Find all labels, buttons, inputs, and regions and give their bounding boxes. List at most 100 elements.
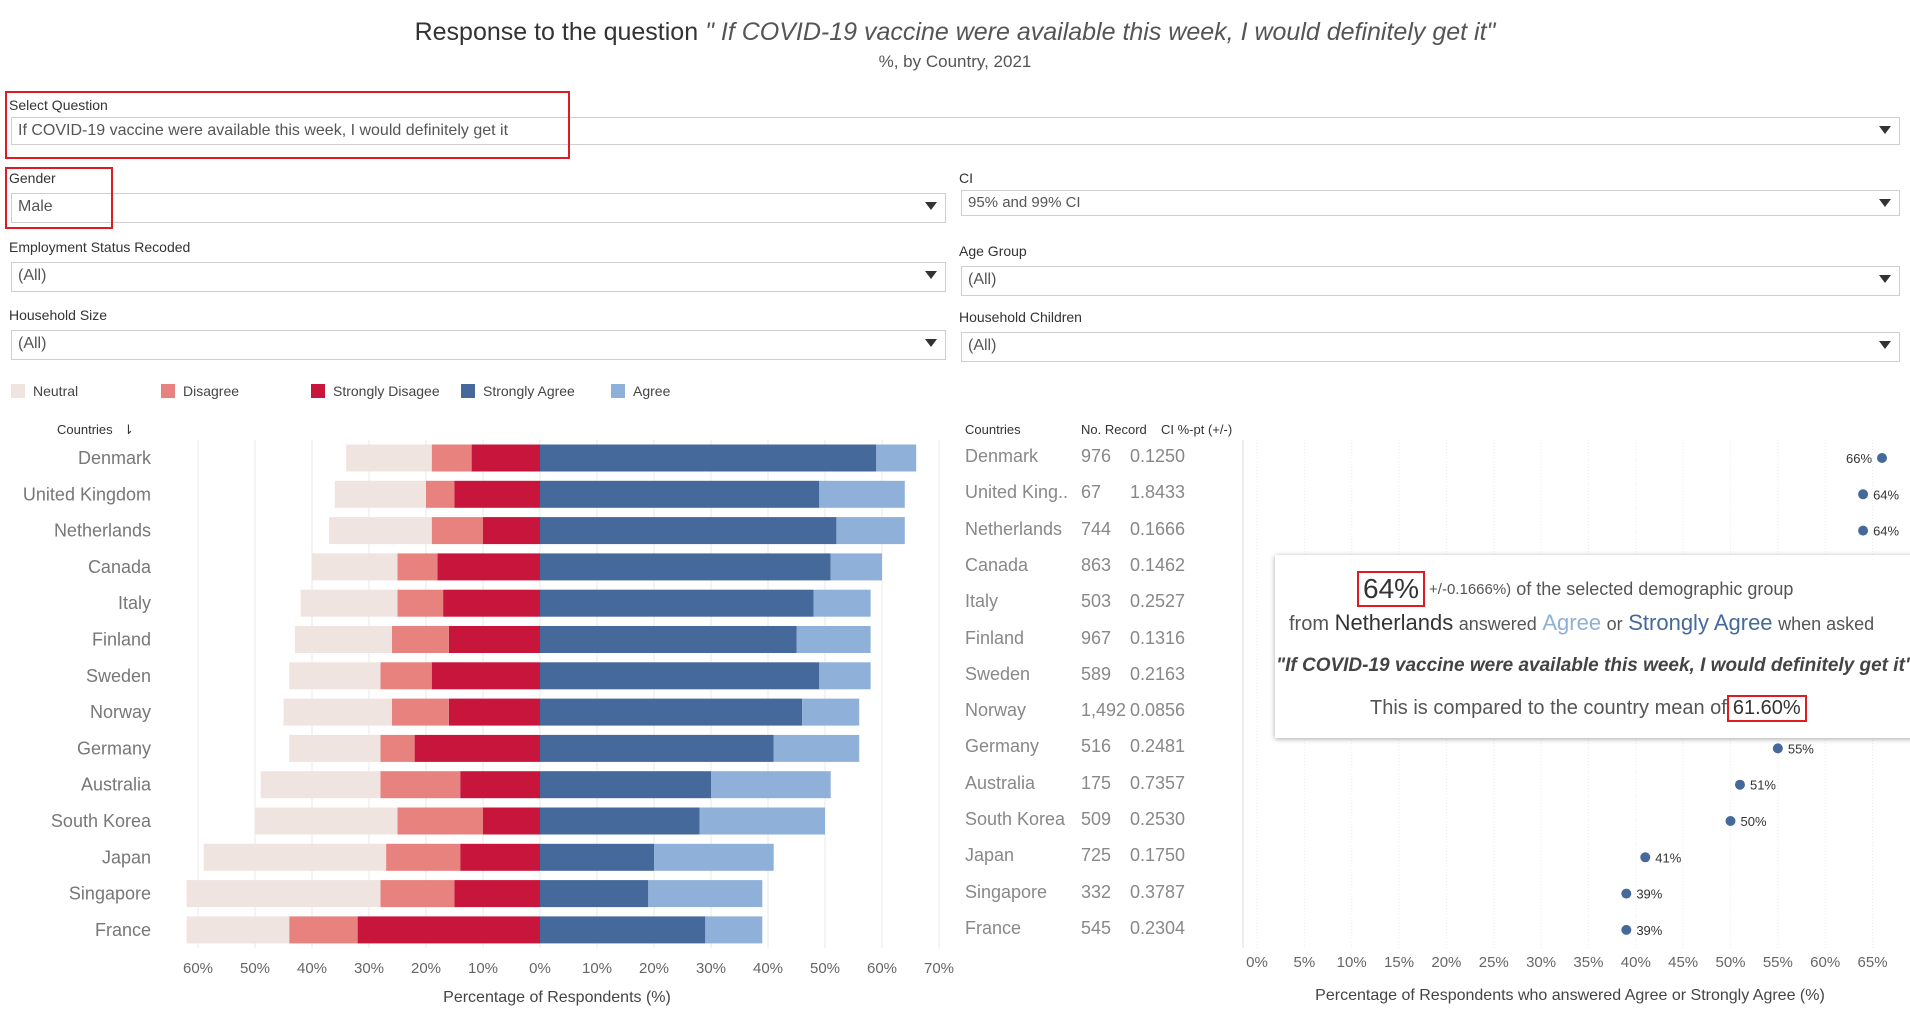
- data-label: 64%: [1873, 524, 1899, 539]
- bar-segment-strongly-disagee: [454, 480, 540, 508]
- dot-x-axis-title: Percentage of Respondents who answered A…: [1315, 987, 1825, 1004]
- bar-segment-agree: [813, 589, 871, 617]
- table-cell-country: Canada: [965, 554, 1029, 575]
- ci-dropdown[interactable]: 95% and 99% CI: [961, 190, 1900, 216]
- bar-segment-strongly-agree: [540, 771, 711, 799]
- bar-segment-neutral: [329, 517, 432, 545]
- tooltip-line-4: This is compared to the country mean of …: [1370, 695, 1807, 722]
- bar-segment-agree: [819, 480, 905, 508]
- table-header-countries: Countries: [965, 422, 1021, 437]
- bar-segment-disagree: [289, 916, 358, 944]
- legend-disagree[interactable]: Disagree: [161, 383, 239, 399]
- bar-segment-strongly-agree: [540, 589, 814, 617]
- age-group-label: Age Group: [959, 243, 1027, 259]
- bar-segment-strongly-agree: [540, 517, 837, 545]
- bar-segment-disagree: [397, 589, 444, 617]
- bar-segment-agree: [705, 916, 763, 944]
- table-cell-records: 967: [1081, 627, 1112, 648]
- bar-segment-strongly-disagee: [357, 916, 540, 944]
- legend-strongly-disagree[interactable]: Strongly Disagee: [311, 383, 440, 399]
- legend-neutral[interactable]: Neutral: [11, 383, 78, 399]
- x-tick-label: 30%: [696, 960, 726, 977]
- bar-segment-disagree: [380, 662, 432, 690]
- x-tick-label: 40%: [753, 960, 783, 977]
- bar-segment-disagree: [397, 807, 483, 835]
- ci-value: 95% and 99% CI: [968, 194, 1081, 211]
- x-tick-label: 30%: [354, 960, 384, 977]
- ci-label: CI: [959, 170, 973, 186]
- household-children-value: (All): [968, 337, 997, 354]
- household-children-dropdown[interactable]: (All): [961, 332, 1900, 362]
- age-group-dropdown[interactable]: (All): [961, 266, 1900, 296]
- data-point: [1772, 743, 1783, 754]
- bar-segment-agree: [773, 734, 860, 762]
- bar-segment-disagree: [431, 517, 483, 545]
- tooltip-mean: 61.60%: [1726, 695, 1807, 722]
- bar-segment-strongly-disagee: [471, 444, 540, 472]
- bar-segment-strongly-agree: [540, 553, 831, 581]
- legend-agree[interactable]: Agree: [611, 383, 670, 399]
- data-label: 55%: [1788, 741, 1814, 756]
- bar-segment-agree: [819, 662, 871, 690]
- table-cell-ci: 0.1462: [1130, 554, 1186, 575]
- bar-segment-strongly-disagee: [460, 843, 540, 871]
- select-question-dropdown[interactable]: If COVID-19 vaccine were available this …: [11, 117, 1900, 145]
- bar-segment-strongly-disagee: [448, 698, 540, 726]
- table-cell-country: South Korea: [965, 809, 1066, 829]
- legend-label: Neutral: [33, 383, 79, 399]
- chevron-down-icon: [925, 339, 937, 347]
- tooltip-country: Netherlands: [1334, 610, 1454, 635]
- tooltip-compare: This is compared to the country mean of: [1370, 697, 1727, 719]
- table-cell-ci: 0.2481: [1130, 736, 1186, 757]
- table-cell-ci: 0.1250: [1130, 446, 1186, 466]
- table-cell-records: 175: [1081, 772, 1112, 793]
- bar-segment-disagree: [380, 734, 415, 762]
- bar-segment-disagree: [386, 843, 461, 871]
- y-axis-title: Countries: [57, 422, 113, 437]
- gender-dropdown[interactable]: Male: [11, 193, 946, 223]
- x-tick-label: 10%: [582, 960, 612, 977]
- household-size-dropdown[interactable]: (All): [11, 330, 946, 360]
- data-label: 39%: [1636, 923, 1662, 938]
- sort-icon: ⇂: [123, 422, 134, 437]
- x-tick-label: 10%: [468, 960, 498, 977]
- bar-segment-disagree: [431, 444, 472, 472]
- bar-segment-strongly-agree: [540, 916, 706, 944]
- x-tick-label: 40%: [297, 960, 327, 977]
- tooltip-line-1: 64% +/-0.1666%) of the selected demograp…: [1357, 571, 1793, 607]
- tooltip-from: from: [1289, 613, 1329, 635]
- data-point: [1640, 852, 1651, 863]
- bar-segment-strongly-disagee: [443, 589, 540, 617]
- table-cell-records: 516: [1081, 736, 1112, 757]
- gender-value: Male: [18, 198, 53, 215]
- bar-segment-agree: [648, 880, 763, 908]
- data-label: 41%: [1655, 850, 1681, 865]
- x-tick-label: 20%: [411, 960, 441, 977]
- x-tick-label: 60%: [867, 960, 897, 977]
- dot-x-tick-label: 5%: [1294, 954, 1316, 971]
- data-label: 64%: [1873, 487, 1899, 502]
- gender-highlight-box: [5, 167, 113, 229]
- tooltip-answered: answered: [1458, 614, 1537, 634]
- table-cell-country: Japan: [965, 845, 1015, 866]
- bar-segment-strongly-agree: [540, 444, 877, 472]
- tooltip-text: of the selected demographic group: [1511, 578, 1794, 599]
- legend-swatch: [461, 384, 475, 398]
- chart-subtitle: %, by Country, 2021: [878, 52, 1032, 71]
- data-point: [1877, 453, 1888, 463]
- legend-label: Strongly Disagee: [333, 383, 440, 399]
- country-label: Netherlands: [54, 521, 151, 541]
- chart-title: Response to the question " If COVID-19 v…: [0, 18, 1910, 47]
- bar-segment-neutral: [186, 916, 290, 944]
- data-point: [1734, 779, 1745, 790]
- data-point: [1725, 816, 1736, 826]
- table-cell-ci: 0.0856: [1130, 700, 1186, 721]
- country-label: Australia: [81, 775, 152, 795]
- tooltip-ci: +/-0.1666%): [1429, 580, 1512, 598]
- table-cell-country: Netherlands: [965, 518, 1063, 539]
- legend-strongly-agree[interactable]: Strongly Agree: [461, 383, 575, 399]
- employment-dropdown[interactable]: (All): [11, 262, 946, 292]
- bar-segment-neutral: [312, 553, 398, 581]
- chevron-down-icon: [1879, 341, 1891, 349]
